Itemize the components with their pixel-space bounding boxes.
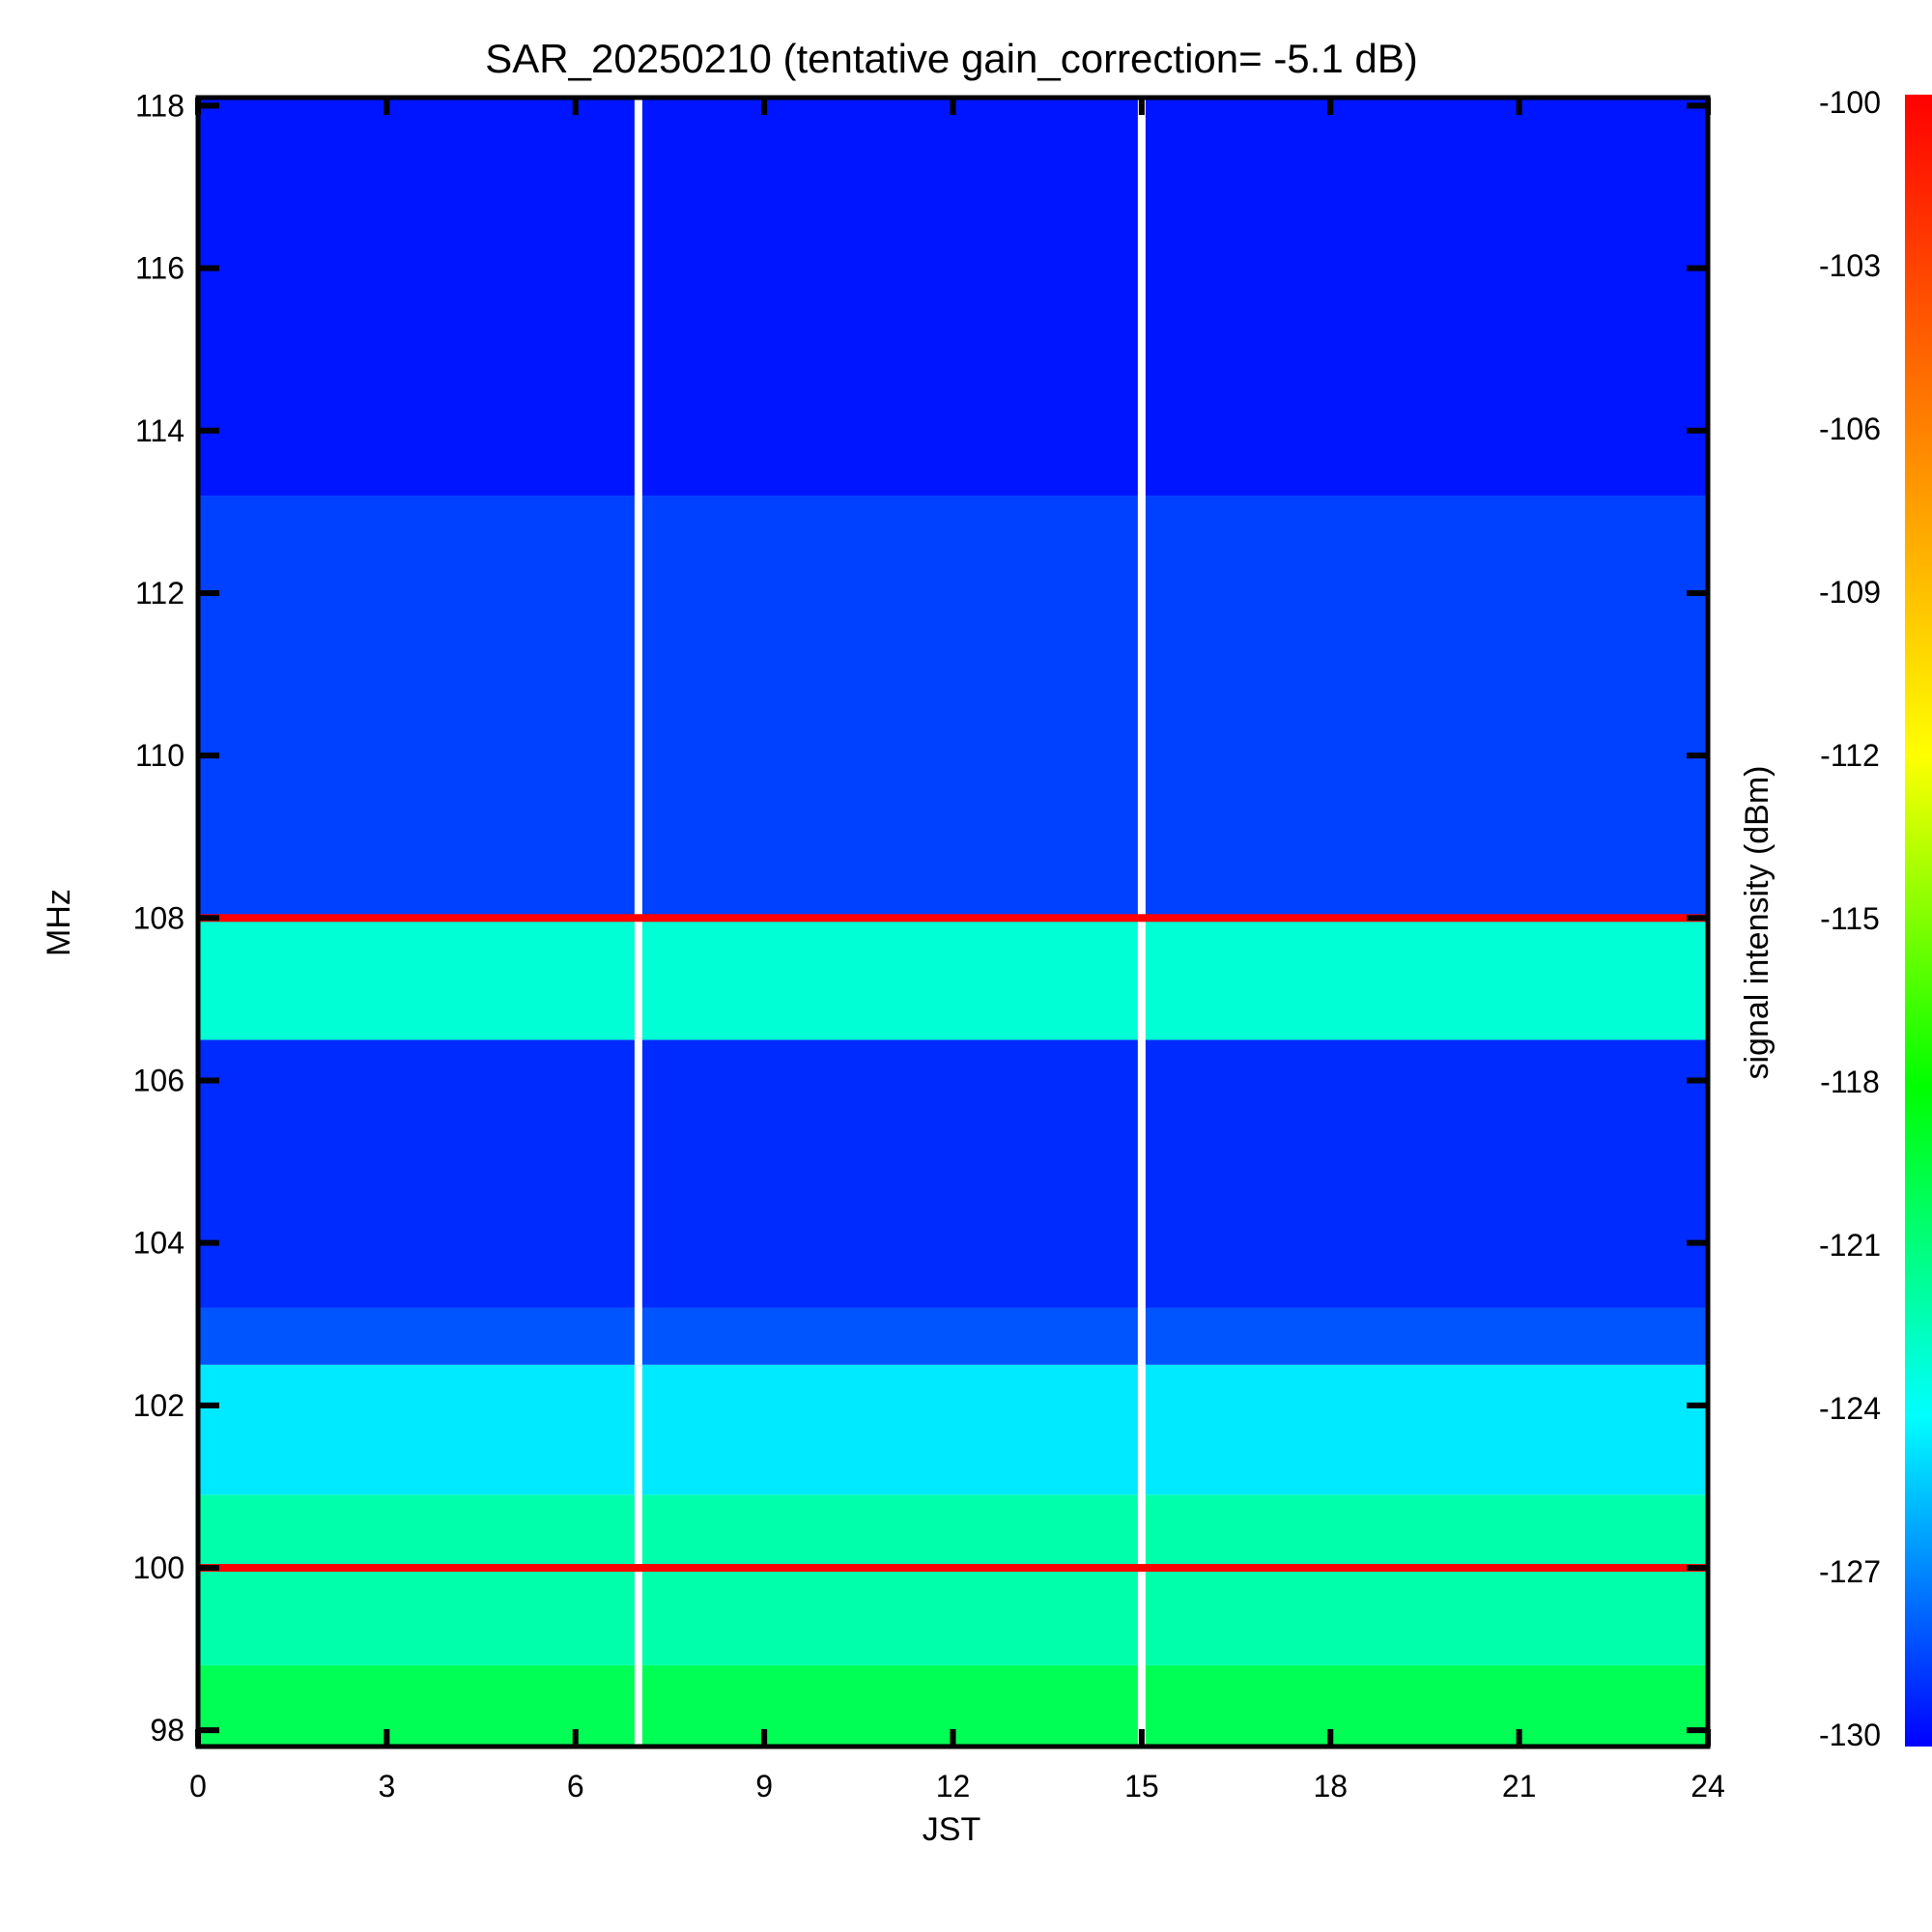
x-tick-label: 0	[189, 1769, 207, 1804]
colorbar-gradient	[1905, 95, 1932, 1747]
y-tick-label: 98	[150, 1713, 185, 1747]
heatmap-rows	[198, 98, 1708, 1747]
y-tick-label: 104	[133, 1226, 185, 1261]
colorbar-tick-label: -112	[1820, 738, 1880, 773]
y-tick-label: 100	[133, 1550, 185, 1585]
heatmap-band	[198, 496, 1708, 919]
colorbar-label: signal intensity (dBm)	[1739, 765, 1776, 1079]
colorbar-tick-label: -100	[1819, 85, 1881, 120]
data-gap	[1137, 98, 1146, 1747]
colorbar-tick-label: -106	[1819, 412, 1881, 446]
colorbar-ticks: -100 -103 -106 -109 -112 -115 -118 -121 -124 -127…	[1819, 85, 1881, 1752]
x-tick-label: 6	[567, 1769, 584, 1804]
heatmap-band	[198, 1307, 1708, 1365]
colorbar-tick-label: -109	[1819, 575, 1881, 610]
x-axis-label: JST	[923, 1811, 980, 1848]
y-tick-label: 116	[135, 251, 185, 286]
chart-title: SAR_20250210 (tentative gain_correction=…	[485, 36, 1417, 81]
heatmap-band	[198, 918, 1708, 1040]
y-axis-label: MHz	[41, 889, 77, 956]
y-tick-label: 110	[135, 738, 185, 773]
x-tick-label: 9	[755, 1769, 773, 1804]
y-tick-label: 112	[135, 576, 185, 611]
y-tick-label: 106	[133, 1063, 185, 1097]
colorbar-tick-label: -121	[1819, 1228, 1881, 1263]
y-tick-label: 114	[135, 413, 185, 448]
colorbar-tick-label: -115	[1820, 901, 1880, 936]
y-tick-label: 118	[135, 88, 185, 123]
heatmap-band	[198, 98, 1708, 497]
colorbar-tick-label: -124	[1819, 1391, 1881, 1426]
plot-area	[195, 95, 1711, 1749]
y-tick-label: 108	[133, 900, 185, 935]
colorbar-tick-label: -130	[1819, 1718, 1881, 1752]
y-axis: 98 100 102 104 106 108 110 112 114 116 118	[133, 88, 1708, 1747]
emission-line	[198, 1564, 1708, 1573]
x-tick-label: 3	[378, 1769, 395, 1804]
colorbar-tick-label: -127	[1819, 1554, 1881, 1589]
colorbar: -100 -103 -106 -109 -112 -115 -118 -121 -124 -127…	[1819, 85, 1932, 1752]
x-tick-label: 24	[1690, 1769, 1725, 1804]
x-axis: 0 3 6 9 12 15 18 21 24	[189, 98, 1725, 1804]
strong-emission-lines	[198, 914, 1708, 1573]
emission-line	[198, 914, 1708, 923]
data-gap	[634, 98, 642, 1747]
heatmap-band	[198, 1364, 1708, 1495]
colorbar-tick-label: -118	[1820, 1065, 1880, 1099]
heatmap-band	[198, 1494, 1708, 1665]
x-tick-label: 15	[1124, 1769, 1159, 1804]
x-tick-label: 12	[936, 1769, 971, 1804]
x-tick-label: 21	[1502, 1769, 1537, 1804]
heatmap-band	[198, 1039, 1708, 1308]
y-tick-label: 102	[133, 1388, 185, 1423]
data-gaps	[634, 98, 1146, 1747]
x-tick-label: 18	[1313, 1769, 1348, 1804]
colorbar-tick-label: -103	[1819, 248, 1881, 283]
